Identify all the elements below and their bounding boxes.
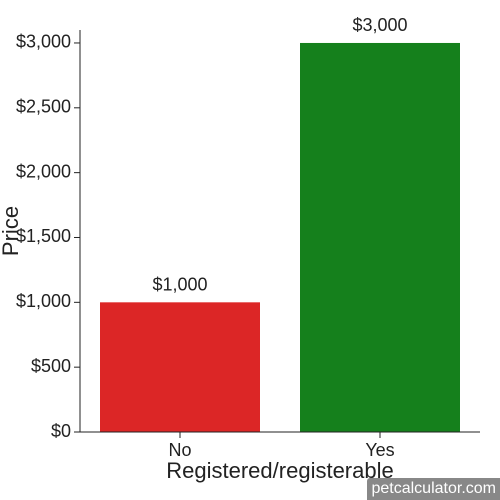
xtick-label: No (168, 440, 191, 460)
ytick-label: $2,000 (16, 161, 71, 181)
bar (100, 302, 260, 432)
bar-chart: $0 $500 $1,000 $1,500 $2,000 $2,500 $3,000 $1,0… (0, 0, 500, 500)
watermark-badge: petcalculator.com (367, 478, 500, 500)
ytick-label: $3,000 (16, 32, 71, 52)
ytick-label: $1,000 (16, 291, 71, 311)
ytick-label: $2,500 (16, 97, 71, 117)
ytick-label: $0 (51, 421, 71, 441)
xtick-label: Yes (365, 440, 394, 460)
watermark-text: petcalculator.com (371, 480, 496, 497)
ytick-label: $500 (31, 356, 71, 376)
bar-value-label: $1,000 (152, 274, 207, 294)
bar (300, 43, 460, 432)
xlabel: Registered/registerable (166, 458, 393, 483)
ylabel: Price (0, 206, 23, 256)
bar-value-label: $3,000 (352, 15, 407, 35)
ytick-label: $1,500 (16, 226, 71, 246)
